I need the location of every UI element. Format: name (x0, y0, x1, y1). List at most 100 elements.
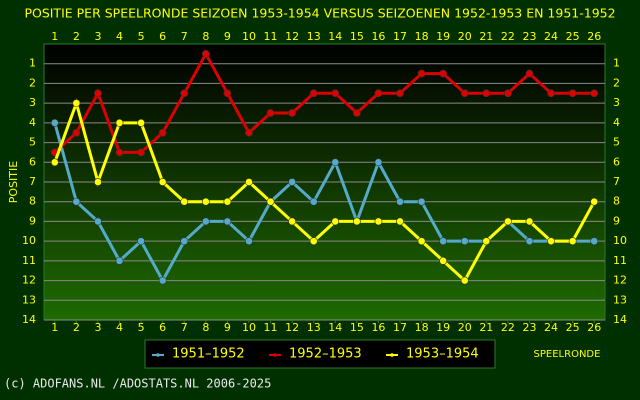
x-tick-label-top: 7 (181, 30, 188, 43)
x-tick-label-top: 25 (566, 30, 580, 43)
y-tick-label-right: 9 (613, 214, 620, 227)
point (115, 256, 124, 265)
x-tick-label-top: 9 (224, 30, 231, 43)
x-axis-label: SPEELRONDE (534, 349, 601, 360)
x-tick-label: 14 (328, 321, 342, 334)
point (331, 89, 340, 98)
x-tick-label-top: 11 (264, 30, 278, 43)
point (482, 237, 491, 246)
y-tick-label: 10 (22, 234, 36, 247)
x-tick-label: 23 (522, 321, 536, 334)
x-tick-label: 24 (544, 321, 558, 334)
point (223, 197, 232, 206)
point (223, 217, 232, 226)
y-tick-label: 12 (22, 274, 36, 287)
legend-label: 1951–1952 (172, 347, 245, 362)
y-tick-label: 6 (29, 155, 36, 168)
x-tick-label-top: 16 (371, 30, 385, 43)
point (374, 158, 383, 167)
point (115, 118, 124, 127)
point (417, 237, 426, 246)
y-tick-label-right: 8 (613, 195, 620, 208)
y-tick-label: 7 (29, 175, 36, 188)
point (94, 178, 102, 186)
x-tick-label-top: 22 (501, 30, 515, 43)
legend (144, 339, 496, 369)
y-tick-label-right: 7 (613, 175, 620, 188)
point (460, 276, 469, 285)
x-tick-label: 17 (393, 321, 407, 334)
x-tick-label-top: 18 (415, 30, 429, 43)
x-tick-label: 16 (371, 321, 385, 334)
x-tick-label: 4 (116, 321, 123, 334)
x-tick-label: 9 (224, 321, 231, 334)
x-tick-label-top: 20 (458, 30, 472, 43)
point (352, 217, 361, 226)
x-tick-label-top: 17 (393, 30, 407, 43)
legend-marker (156, 353, 160, 357)
point (137, 118, 145, 127)
point (72, 99, 81, 108)
y-tick-label-right: 3 (613, 96, 620, 109)
x-tick-label: 21 (479, 321, 493, 334)
point (94, 89, 102, 98)
x-tick-label-top: 10 (242, 30, 256, 43)
point (460, 237, 469, 246)
y-tick-label: 8 (29, 195, 36, 208)
point (525, 69, 534, 78)
point (417, 69, 426, 78)
y-tick-label-right: 11 (613, 254, 627, 267)
point (309, 197, 318, 206)
point (568, 89, 577, 98)
x-tick-label-top: 6 (159, 30, 166, 43)
x-tick-label-top: 13 (307, 30, 321, 43)
x-tick-label-top: 15 (350, 30, 364, 43)
y-tick-label-right: 13 (613, 293, 627, 306)
point (309, 237, 318, 246)
point (331, 158, 340, 167)
y-tick-label: 3 (29, 96, 36, 109)
point (331, 217, 340, 226)
point (504, 89, 512, 98)
x-tick-label: 20 (458, 321, 472, 334)
point (547, 89, 555, 98)
x-tick-label: 12 (285, 321, 299, 334)
point (72, 197, 81, 206)
y-tick-label-right: 14 (613, 313, 627, 326)
point (396, 217, 404, 226)
y-tick-label-right: 10 (613, 234, 627, 247)
x-tick-label-top: 8 (202, 30, 209, 43)
point (266, 109, 275, 117)
x-tick-label-top: 2 (73, 30, 80, 43)
point (396, 197, 404, 206)
footer: (c) ADOFANS.NL /ADOSTATS.NL 2006-2025 (4, 377, 271, 391)
point (245, 128, 253, 137)
x-tick-label-top: 4 (116, 30, 123, 43)
point (309, 89, 318, 98)
point (158, 178, 167, 186)
point (50, 158, 59, 167)
x-tick-label: 18 (415, 321, 429, 334)
x-tick-label: 8 (202, 321, 209, 334)
point (439, 69, 448, 78)
x-tick-label-top: 14 (328, 30, 342, 43)
point (288, 178, 297, 186)
point (158, 128, 167, 137)
point (352, 109, 361, 117)
series-line (53, 98, 596, 283)
x-tick-label-top: 26 (587, 30, 601, 43)
point (439, 237, 448, 246)
point (590, 89, 599, 98)
point (482, 89, 491, 98)
x-tick-label-top: 23 (522, 30, 536, 43)
x-tick-label-top: 24 (544, 30, 558, 43)
y-tick-label-right: 4 (613, 116, 620, 129)
point (115, 148, 124, 157)
y-tick-label-right: 5 (613, 136, 620, 149)
point (137, 237, 145, 246)
x-tick-label: 7 (181, 321, 188, 334)
point (180, 237, 189, 246)
point (94, 217, 102, 226)
y-tick-label-right: 2 (613, 76, 620, 89)
point (568, 237, 577, 246)
